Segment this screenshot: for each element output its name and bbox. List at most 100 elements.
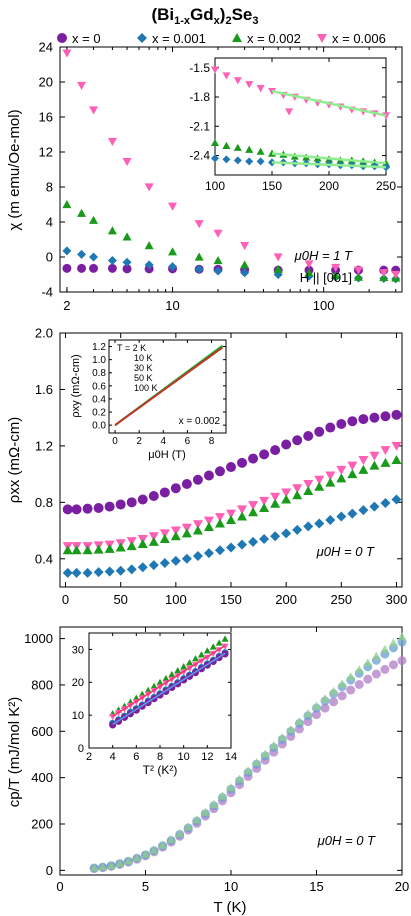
rho-x-tick-label: 150 (220, 592, 242, 607)
chi-inset-point (256, 147, 265, 155)
rho-point (325, 514, 336, 525)
cp-point (192, 815, 202, 824)
chi-point (107, 137, 117, 146)
chi-inset-x-tick-label: 200 (319, 179, 339, 193)
rho-x-tick-label: 200 (275, 592, 297, 607)
chi-point (62, 263, 72, 273)
cp-point (226, 783, 236, 792)
rho-point (126, 497, 137, 508)
rho-y-tick-label: 2.0 (35, 326, 53, 341)
legend-marker (57, 33, 67, 43)
rho-inset-y-tick-label: 0.0 (92, 421, 106, 432)
chi-point (304, 268, 314, 277)
rho-point (214, 545, 225, 556)
chi-point (194, 220, 204, 229)
chi-point (331, 263, 341, 272)
rho-point (192, 474, 203, 485)
rho-point (104, 543, 115, 553)
chi-inset-point (211, 138, 219, 147)
chi-y-tick-label: 24 (39, 40, 53, 55)
rho-point (369, 501, 380, 512)
chi-inset-point (245, 145, 254, 153)
rho-point (259, 496, 270, 506)
chi-y-tick-label: -4 (41, 285, 53, 300)
rho-point (281, 528, 292, 539)
rho-point (115, 565, 126, 576)
rho-point (62, 567, 73, 578)
cp-point (132, 853, 142, 862)
chi-point (107, 256, 117, 265)
chi-point (77, 263, 87, 273)
rho-point (104, 501, 115, 512)
rho-point (303, 521, 314, 532)
cp-inset-point (144, 686, 152, 693)
cp-point (217, 791, 227, 800)
rho-y-tick-label: 1.6 (35, 382, 53, 397)
chi-point (89, 215, 99, 224)
rho-inset-x-tick-label: 4 (160, 436, 166, 447)
cp-point (329, 697, 339, 707)
chi-point (194, 264, 204, 274)
rho-point (347, 416, 358, 427)
cp-x-tick-label: 10 (224, 879, 238, 894)
rho-point (170, 483, 181, 494)
rho-annotation-field: μ0H = 0 T (316, 544, 375, 559)
chi-point (240, 242, 250, 251)
cp-inset-fit-line (112, 652, 226, 725)
chi-axes-frame (59, 46, 403, 293)
rho-y-label: ρxx (mΩ-cm) (6, 417, 23, 503)
rho-point (248, 507, 259, 517)
cp-point (354, 665, 364, 674)
chi-point (213, 229, 223, 238)
rho-point (358, 456, 369, 465)
rho-point (270, 492, 281, 502)
legend-label: x = 0.002 (247, 31, 301, 46)
rho-point (325, 477, 336, 487)
chi-point (62, 246, 72, 256)
rho-point (270, 445, 281, 456)
rho-inset-legend-label: 30 K (134, 363, 153, 373)
rho-point (93, 544, 104, 554)
cp-point (346, 672, 356, 681)
cp-point (397, 632, 407, 641)
chi-point (379, 269, 389, 278)
rho-point (115, 499, 126, 510)
chi-point (240, 260, 250, 269)
cp-x-tick-label: 0 (56, 879, 63, 894)
chi-point (331, 270, 341, 279)
chi-point (353, 272, 363, 281)
cp-x-tick-label: 20 (395, 879, 409, 894)
rho-point (159, 529, 170, 539)
rho-point (314, 518, 325, 529)
rho-point (192, 550, 203, 561)
rho-point (270, 531, 281, 542)
cp-point (209, 799, 219, 808)
rho-point (115, 542, 126, 552)
cp-point (380, 664, 390, 674)
chi-point (122, 232, 132, 241)
cp-inset-point (186, 659, 194, 666)
rho-point (237, 511, 248, 521)
chi-inset-fit-line (271, 161, 387, 169)
rho-point (358, 414, 369, 425)
rho-x-tick-label: 300 (386, 592, 408, 607)
rho-inset-legend-label: 100 K (134, 383, 158, 393)
cp-point (371, 669, 381, 679)
rho-point (126, 541, 137, 551)
legend-label: x = 0.006 (332, 31, 386, 46)
chi-point (240, 268, 250, 278)
rho-point (237, 457, 248, 468)
cp-point (312, 710, 321, 720)
chi-point (213, 266, 223, 276)
rho-x-tick-label: 0 (62, 592, 69, 607)
rho-point (391, 494, 402, 505)
cp-point (175, 829, 185, 838)
cp-x-label: T (K) (213, 899, 246, 916)
chi-inset-y-tick-label: -1.5 (189, 61, 210, 75)
legend-label: x = 0.001 (152, 31, 206, 46)
chi-inset-fit-line (271, 89, 387, 117)
rho-point (281, 494, 292, 504)
chi-annotation-field: μ0H = 1 T (294, 248, 353, 263)
cp-inset-point (180, 663, 188, 670)
